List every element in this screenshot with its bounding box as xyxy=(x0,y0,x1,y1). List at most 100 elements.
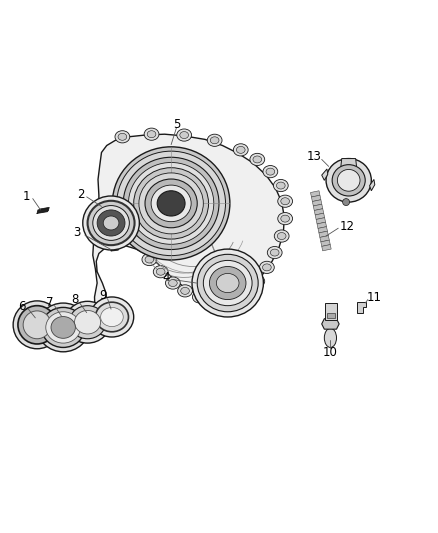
Ellipse shape xyxy=(332,165,365,196)
Ellipse shape xyxy=(241,289,250,296)
Text: 13: 13 xyxy=(307,150,321,163)
Ellipse shape xyxy=(139,173,203,234)
Ellipse shape xyxy=(103,216,119,230)
Ellipse shape xyxy=(192,249,263,317)
Ellipse shape xyxy=(128,163,214,244)
Ellipse shape xyxy=(144,128,159,140)
Ellipse shape xyxy=(259,261,274,273)
Ellipse shape xyxy=(113,147,230,260)
Text: 9: 9 xyxy=(99,289,107,302)
Polygon shape xyxy=(370,180,375,191)
Ellipse shape xyxy=(266,168,275,175)
Polygon shape xyxy=(313,204,323,211)
Ellipse shape xyxy=(156,268,165,275)
Polygon shape xyxy=(318,227,328,233)
Ellipse shape xyxy=(142,254,157,265)
Polygon shape xyxy=(316,217,325,224)
Ellipse shape xyxy=(343,199,350,206)
Ellipse shape xyxy=(46,312,81,343)
Ellipse shape xyxy=(145,256,154,263)
Text: 7: 7 xyxy=(46,296,54,309)
Ellipse shape xyxy=(209,266,246,300)
Polygon shape xyxy=(37,208,48,213)
Ellipse shape xyxy=(273,180,288,192)
Ellipse shape xyxy=(216,273,239,293)
Ellipse shape xyxy=(274,230,289,242)
Ellipse shape xyxy=(267,246,282,259)
Ellipse shape xyxy=(13,301,61,349)
Ellipse shape xyxy=(18,305,56,344)
Polygon shape xyxy=(320,236,329,242)
Ellipse shape xyxy=(37,303,89,352)
Ellipse shape xyxy=(278,213,293,225)
Polygon shape xyxy=(312,200,322,206)
Polygon shape xyxy=(319,231,328,237)
Polygon shape xyxy=(321,240,330,246)
Ellipse shape xyxy=(134,168,208,239)
Ellipse shape xyxy=(181,287,189,294)
Ellipse shape xyxy=(203,261,252,305)
Ellipse shape xyxy=(337,169,360,191)
Ellipse shape xyxy=(69,305,106,339)
Bar xyxy=(325,303,336,320)
Ellipse shape xyxy=(281,215,290,222)
Polygon shape xyxy=(111,247,119,251)
Ellipse shape xyxy=(238,287,253,298)
Ellipse shape xyxy=(180,132,188,139)
Ellipse shape xyxy=(151,185,191,222)
Ellipse shape xyxy=(233,144,248,156)
Polygon shape xyxy=(322,169,328,180)
Ellipse shape xyxy=(74,310,101,334)
Ellipse shape xyxy=(270,249,279,256)
Text: 11: 11 xyxy=(367,292,381,304)
Ellipse shape xyxy=(23,311,51,339)
Text: 8: 8 xyxy=(72,293,79,306)
Text: 2: 2 xyxy=(77,188,85,201)
Ellipse shape xyxy=(208,293,223,305)
Polygon shape xyxy=(357,302,366,313)
Ellipse shape xyxy=(153,265,168,278)
Ellipse shape xyxy=(90,297,134,337)
Ellipse shape xyxy=(115,131,130,143)
Ellipse shape xyxy=(210,137,219,144)
Text: 12: 12 xyxy=(339,220,354,233)
Polygon shape xyxy=(311,195,321,201)
Polygon shape xyxy=(39,207,49,213)
Ellipse shape xyxy=(157,191,185,216)
Ellipse shape xyxy=(101,308,123,327)
Ellipse shape xyxy=(166,277,180,289)
Ellipse shape xyxy=(93,206,129,240)
Ellipse shape xyxy=(276,182,285,189)
Ellipse shape xyxy=(224,292,239,304)
Ellipse shape xyxy=(145,179,197,228)
Ellipse shape xyxy=(192,291,207,303)
Ellipse shape xyxy=(195,294,204,301)
Ellipse shape xyxy=(253,278,261,285)
Text: 6: 6 xyxy=(18,300,26,313)
Ellipse shape xyxy=(250,275,265,287)
Ellipse shape xyxy=(65,301,110,343)
Polygon shape xyxy=(311,191,320,197)
Polygon shape xyxy=(93,134,284,316)
Ellipse shape xyxy=(227,294,236,301)
Ellipse shape xyxy=(177,129,191,141)
Ellipse shape xyxy=(207,134,222,147)
Text: 10: 10 xyxy=(323,346,338,359)
Ellipse shape xyxy=(147,131,156,138)
Polygon shape xyxy=(322,319,339,329)
Bar xyxy=(327,313,335,318)
Ellipse shape xyxy=(123,157,219,249)
Ellipse shape xyxy=(169,279,177,287)
Polygon shape xyxy=(317,222,326,229)
Ellipse shape xyxy=(42,308,85,348)
Ellipse shape xyxy=(237,147,245,154)
Ellipse shape xyxy=(326,158,371,202)
Ellipse shape xyxy=(278,195,293,207)
Polygon shape xyxy=(341,158,357,166)
Polygon shape xyxy=(315,213,325,220)
Text: 3: 3 xyxy=(74,226,81,239)
Ellipse shape xyxy=(197,254,258,312)
Ellipse shape xyxy=(324,328,336,348)
Ellipse shape xyxy=(95,302,128,332)
Ellipse shape xyxy=(88,201,134,245)
